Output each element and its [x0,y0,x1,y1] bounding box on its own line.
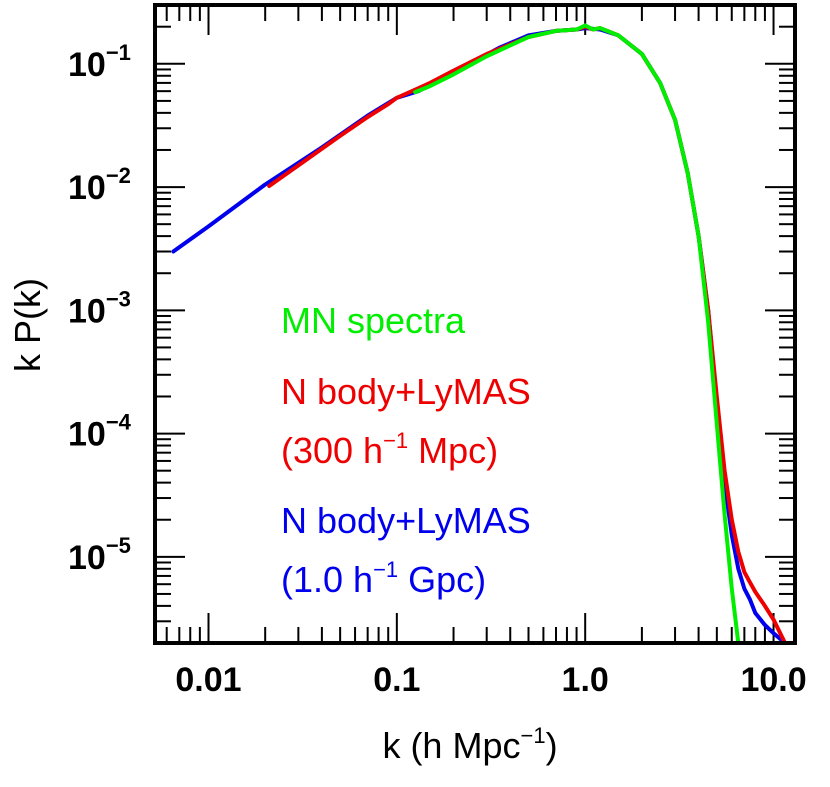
x-tick-label: 1.0 [562,661,609,699]
series-group [171,23,787,643]
legend: MN spectra N body+LyMAS (300 h−1 Mpc) N bod… [281,300,531,600]
y-tick-label: 10−2 [68,163,131,207]
series-line-1 [171,26,787,643]
x-tick-label: 0.01 [175,661,241,699]
series-line-3 [413,23,741,643]
x-axis-label: k (h Mpc−1) [382,723,557,766]
x-tick-labels: 0.01 0.1 1.0 10.0 [175,661,806,699]
y-tick-labels: 10−5 10−4 10−3 10−2 10−1 [68,40,132,577]
legend-entry-text: (1.0 h−1 Gpc) [281,557,486,600]
x-tick-label: 10.0 [740,661,806,699]
y-tick-label: 10−5 [68,533,131,577]
y-tick-label: 10−4 [68,410,132,454]
legend-entry-text: (300 h−1 Mpc) [281,428,498,471]
y-tick-label: 10−1 [68,40,131,84]
legend-entry-text: N body+LyMAS [281,371,531,412]
x-tick-label: 0.1 [373,661,420,699]
y-axis-label: k P(k) [7,278,48,372]
legend-entry-text: N body+LyMAS [281,500,531,541]
legend-entry-text: MN spectra [281,300,466,341]
y-tick-label: 10−3 [68,286,131,330]
tick-marks [155,5,795,644]
plot-frame [153,3,797,645]
